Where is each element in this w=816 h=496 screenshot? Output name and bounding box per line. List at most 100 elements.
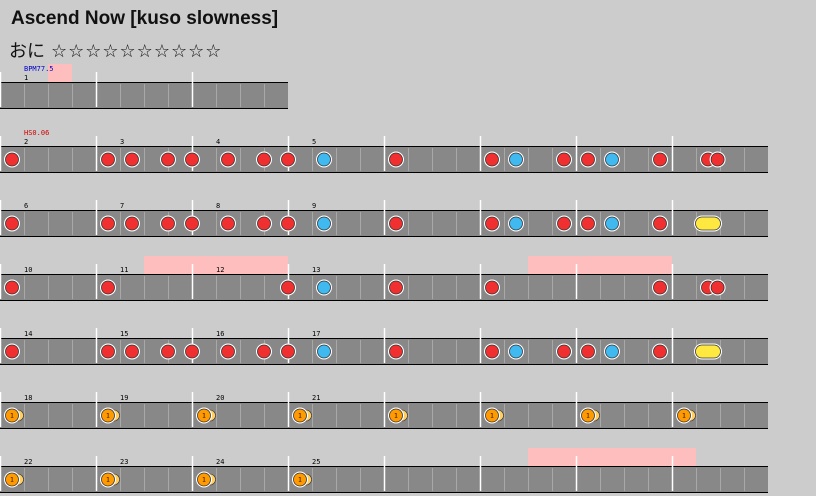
drumroll-note xyxy=(695,344,721,359)
don-note xyxy=(101,152,115,167)
chart-row: 22 23 24 25 1 1 1 1 xyxy=(0,448,768,493)
don-note xyxy=(389,280,403,295)
balloon-count: 1 xyxy=(202,413,206,420)
gogo-section xyxy=(144,256,288,274)
don-note xyxy=(485,216,499,231)
balloon-count: 1 xyxy=(298,477,302,484)
balloon-count: 1 xyxy=(298,413,302,420)
chart-row: 2 3 4 5 xyxy=(0,136,768,173)
measure-number: 22 xyxy=(24,458,32,466)
balloon-count: 1 xyxy=(106,413,110,420)
don-note xyxy=(5,216,19,231)
don-note xyxy=(221,344,235,359)
don-note xyxy=(257,216,271,231)
don-note xyxy=(710,152,725,167)
chart-row: 14 15 16 17 xyxy=(0,328,768,365)
ka-note xyxy=(509,216,523,231)
don-note xyxy=(389,344,403,359)
measure-number: 2 xyxy=(24,138,28,146)
don-note xyxy=(389,152,403,167)
balloon-note xyxy=(389,408,403,423)
balloon-count: 1 xyxy=(10,477,14,484)
don-note xyxy=(125,216,139,231)
measure-number: 8 xyxy=(216,202,220,210)
don-note xyxy=(161,344,175,359)
don-note xyxy=(557,216,571,231)
don-note xyxy=(221,216,235,231)
balloon-note xyxy=(581,408,595,423)
measure-number: 19 xyxy=(120,394,128,402)
ka-note xyxy=(605,152,619,167)
ka-note xyxy=(605,216,619,231)
don-note xyxy=(653,152,667,167)
chart-row: 10 11 12 13 xyxy=(0,256,768,301)
ka-note xyxy=(509,152,523,167)
gogo-section xyxy=(48,64,72,82)
course-name: おに xyxy=(9,41,45,62)
ka-note xyxy=(317,216,331,231)
measure-number: 15 xyxy=(120,330,128,338)
measure-number: 1 xyxy=(24,74,28,82)
don-note xyxy=(161,152,175,167)
don-note xyxy=(557,152,571,167)
don-note xyxy=(101,344,115,359)
don-note xyxy=(101,280,115,295)
don-note xyxy=(653,344,667,359)
don-note xyxy=(485,152,499,167)
balloon-count: 1 xyxy=(10,413,14,420)
don-note xyxy=(185,216,199,231)
ka-note xyxy=(605,344,619,359)
chart-row: 18 19 20 211 1 1 1 1 1 1 1 xyxy=(0,392,768,429)
measure-number: 4 xyxy=(216,138,220,146)
ka-note xyxy=(509,344,523,359)
balloon-count: 1 xyxy=(586,413,590,420)
don-note xyxy=(125,152,139,167)
don-note xyxy=(710,280,725,295)
don-note xyxy=(257,344,271,359)
scroll-speed-marker: HS0.06 xyxy=(24,129,49,137)
measure-number: 17 xyxy=(312,330,320,338)
measure-number: 21 xyxy=(312,394,320,402)
measure-number: 13 xyxy=(312,266,320,274)
balloon-note xyxy=(485,408,499,423)
measure-number: 3 xyxy=(120,138,124,146)
chart-row: 6 7 8 9 xyxy=(0,200,768,237)
don-note xyxy=(581,216,595,231)
balloon-note xyxy=(677,408,691,423)
don-note xyxy=(557,344,571,359)
don-note xyxy=(281,280,295,295)
measure-number: 7 xyxy=(120,202,124,210)
balloon-count: 1 xyxy=(490,413,494,420)
balloon-note xyxy=(197,408,211,423)
don-note xyxy=(653,216,667,231)
measure-number: 5 xyxy=(312,138,316,146)
measure-number: 14 xyxy=(24,330,32,338)
balloon-note xyxy=(293,472,307,487)
measure-number: 10 xyxy=(24,266,32,274)
balloon-note xyxy=(101,472,115,487)
don-note xyxy=(101,216,115,231)
don-note xyxy=(221,152,235,167)
ka-note xyxy=(317,152,331,167)
don-note xyxy=(257,152,271,167)
ka-note xyxy=(317,344,331,359)
don-note xyxy=(5,152,19,167)
measure-number: 12 xyxy=(216,266,224,274)
don-note xyxy=(281,216,295,231)
balloon-note xyxy=(101,408,115,423)
don-note xyxy=(653,280,667,295)
don-note xyxy=(581,152,595,167)
measure-number: 16 xyxy=(216,330,224,338)
measure-number: 25 xyxy=(312,458,320,466)
don-note xyxy=(581,344,595,359)
bpm-marker: BPM77.5 xyxy=(24,65,54,73)
balloon-note xyxy=(293,408,307,423)
gogo-section xyxy=(528,256,672,274)
don-note xyxy=(389,216,403,231)
balloon-note xyxy=(5,408,19,423)
measure-number: 11 xyxy=(120,266,128,274)
star-rating: ☆☆☆☆☆☆☆☆☆☆ xyxy=(51,41,223,62)
don-note xyxy=(281,152,295,167)
don-note xyxy=(485,344,499,359)
